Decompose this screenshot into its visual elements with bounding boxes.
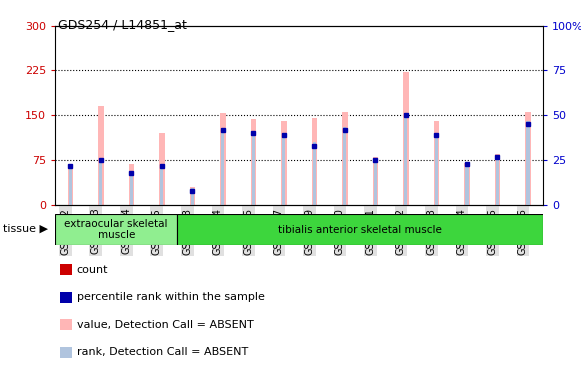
FancyBboxPatch shape xyxy=(177,214,543,245)
Text: percentile rank within the sample: percentile rank within the sample xyxy=(77,292,264,302)
Bar xyxy=(282,134,285,205)
Bar xyxy=(160,164,163,205)
Bar xyxy=(60,292,71,303)
Bar xyxy=(99,160,102,205)
Bar xyxy=(281,121,286,205)
Text: GSM4242: GSM4242 xyxy=(60,208,70,255)
Bar xyxy=(60,319,71,330)
Bar xyxy=(525,112,530,205)
Bar xyxy=(435,134,438,205)
Text: GSM5562: GSM5562 xyxy=(396,208,406,255)
Bar xyxy=(190,187,195,205)
Bar xyxy=(464,163,469,205)
Bar xyxy=(342,112,347,205)
Text: tibialis anterior skeletal muscle: tibialis anterior skeletal muscle xyxy=(278,225,442,235)
Bar xyxy=(251,119,256,205)
Bar xyxy=(60,264,71,276)
Text: GSM5564: GSM5564 xyxy=(457,208,467,255)
Text: GSM5561: GSM5561 xyxy=(365,208,375,255)
Bar xyxy=(68,164,73,205)
Text: GSM4243: GSM4243 xyxy=(91,208,101,254)
Text: count: count xyxy=(77,265,108,275)
Bar xyxy=(313,142,316,205)
Bar xyxy=(69,166,72,205)
Bar xyxy=(312,118,317,205)
Bar xyxy=(60,347,71,358)
Bar xyxy=(252,133,255,205)
Bar xyxy=(496,156,499,205)
Text: GSM5553: GSM5553 xyxy=(182,208,192,255)
Text: GSM5559: GSM5559 xyxy=(304,208,314,255)
Text: extraocular skeletal
muscle: extraocular skeletal muscle xyxy=(64,219,168,240)
Text: GSM5555: GSM5555 xyxy=(243,208,253,255)
Bar xyxy=(220,113,225,205)
Text: GSM5560: GSM5560 xyxy=(335,208,345,255)
Text: GSM5565: GSM5565 xyxy=(487,208,497,255)
Bar xyxy=(434,121,439,205)
Bar xyxy=(465,163,468,205)
Text: GSM5557: GSM5557 xyxy=(274,208,284,255)
Bar xyxy=(130,172,133,205)
Bar xyxy=(221,133,224,205)
Text: GSM5566: GSM5566 xyxy=(518,208,528,255)
Text: GSM4245: GSM4245 xyxy=(152,208,162,255)
Text: GDS254 / L14851_at: GDS254 / L14851_at xyxy=(58,18,187,31)
Text: GSM5563: GSM5563 xyxy=(426,208,436,255)
Bar xyxy=(159,133,164,205)
Bar xyxy=(526,121,529,205)
Text: value, Detection Call = ABSENT: value, Detection Call = ABSENT xyxy=(77,320,253,330)
Bar xyxy=(495,154,500,205)
Bar xyxy=(343,127,346,205)
Text: GSM5554: GSM5554 xyxy=(213,208,223,255)
Bar xyxy=(98,106,103,205)
Bar xyxy=(373,157,378,205)
Text: GSM4244: GSM4244 xyxy=(121,208,131,254)
Text: rank, Detection Call = ABSENT: rank, Detection Call = ABSENT xyxy=(77,347,248,357)
Bar xyxy=(404,116,407,205)
Bar xyxy=(191,188,194,205)
Text: tissue ▶: tissue ▶ xyxy=(3,224,48,234)
Bar xyxy=(374,160,377,205)
Bar xyxy=(403,72,408,205)
Bar xyxy=(129,164,134,205)
FancyBboxPatch shape xyxy=(55,214,177,245)
